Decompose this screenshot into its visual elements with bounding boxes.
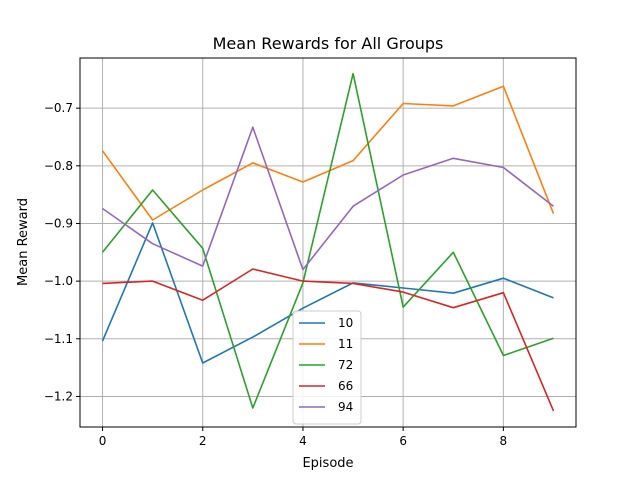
y-tick-label: −1.1 (44, 332, 73, 346)
chart-title: Mean Rewards for All Groups (213, 34, 444, 53)
x-axis-label: Episode (302, 456, 353, 471)
y-tick-label: −0.7 (44, 101, 73, 115)
series-lines (101, 72, 555, 412)
y-tick-label: −1.2 (44, 389, 73, 403)
y-axis-label: Mean Reward (16, 198, 31, 286)
series-line-10 (101, 222, 554, 364)
legend-label: 94 (338, 400, 353, 414)
x-tick-label: 2 (199, 434, 207, 448)
y-tick-label: −1.0 (44, 274, 73, 288)
series-line-72 (101, 72, 554, 409)
x-tick-label: 0 (99, 434, 107, 448)
legend-label: 72 (338, 358, 353, 372)
x-axis-ticks: 0 2 4 6 8 (99, 427, 507, 448)
legend-label: 11 (338, 337, 353, 351)
x-tick-label: 6 (399, 434, 407, 448)
legend-label: 66 (338, 379, 353, 393)
legend-box (292, 310, 362, 425)
series-line-94 (102, 126, 554, 271)
plot-area-frame (79, 57, 577, 428)
x-tick-label: 8 (500, 434, 508, 448)
x-tick-label: 4 (299, 434, 307, 448)
y-tick-label: −0.8 (44, 159, 73, 173)
series-line-11 (101, 85, 555, 221)
legend-label: 10 (338, 316, 353, 330)
y-axis-ticks: −1.2 −1.1 −1.0 −0.9 −0.8 −0.7 (44, 101, 80, 403)
series-line-66 (102, 268, 555, 412)
y-tick-label: −0.9 (44, 216, 73, 230)
legend: 10 11 72 66 94 (292, 310, 362, 425)
